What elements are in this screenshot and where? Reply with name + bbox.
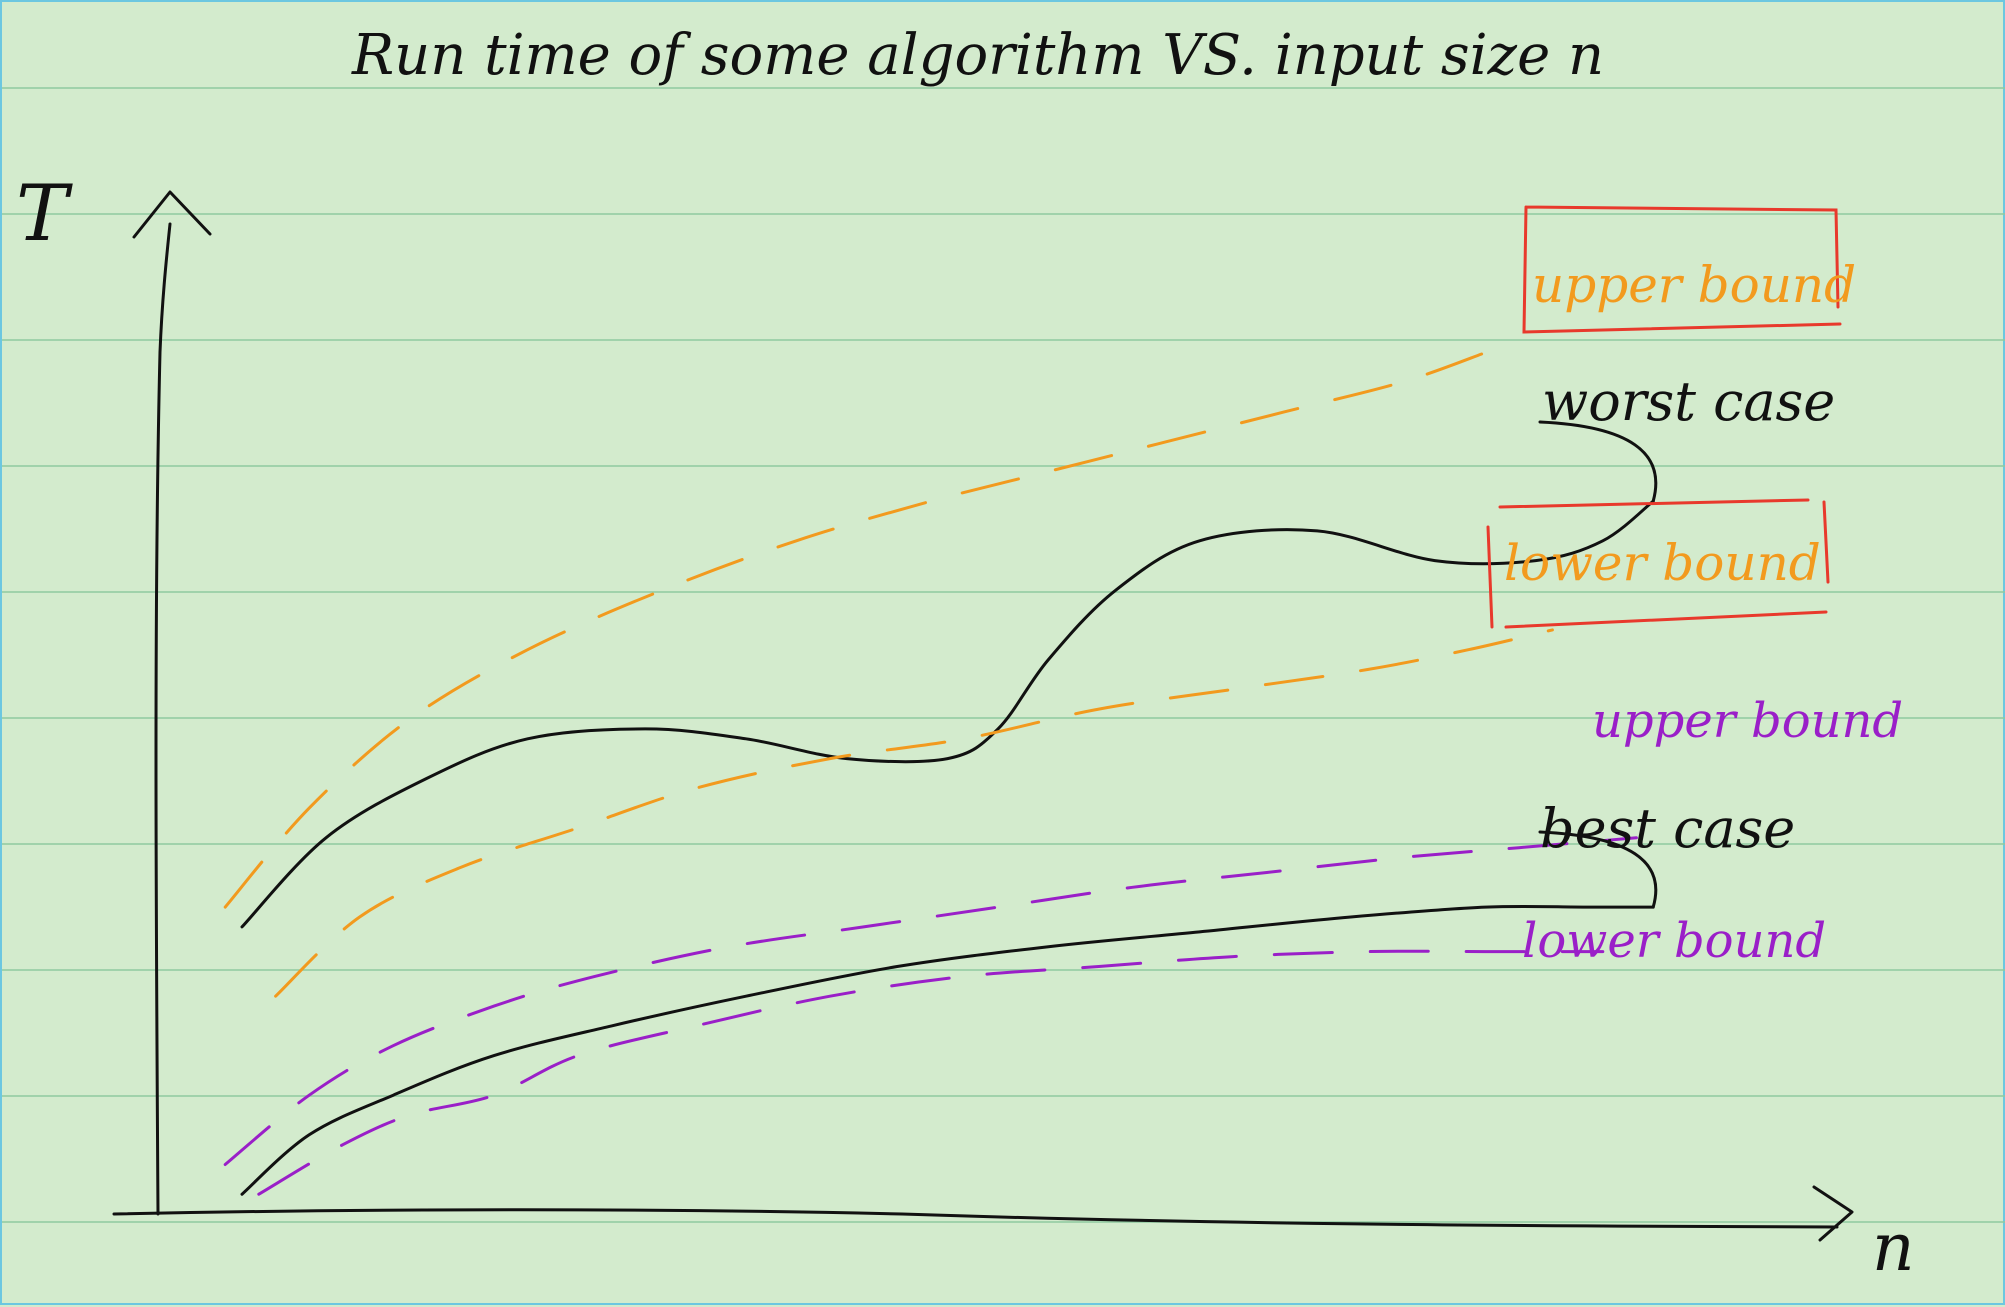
orange-upper-bound-label: upper bound	[1532, 256, 1856, 314]
best-case-label: best case	[1540, 797, 1795, 860]
series-line-upper-bound-worst	[223, 351, 1487, 909]
axes	[112, 190, 1854, 1242]
y-axis	[154, 222, 172, 1216]
x-axis	[112, 1208, 1839, 1229]
orange-lower-label-box	[1486, 498, 1830, 629]
series-line-best-case-best	[240, 904, 1655, 1196]
ruled-lines	[2, 87, 2005, 1223]
chart-title: Run time of some algorithm VS. input siz…	[351, 23, 1604, 88]
series-line-upper-bound-best	[223, 836, 1638, 1166]
text-layer: Run time of some algorithm VS. input siz…	[16, 23, 1915, 1286]
purple-upper-bound-label: upper bound	[1592, 693, 1903, 749]
y-axis-arrowhead	[132, 190, 212, 239]
series-line-worst-case-worst	[240, 499, 1655, 929]
series-line-lower-bound-worst	[274, 628, 1554, 998]
orange-lower-bound-label: lower bound	[1504, 534, 1821, 592]
worst-case-label: worst case	[1542, 370, 1835, 433]
x-axis-arrowhead	[1812, 1185, 1854, 1242]
series-layer	[223, 351, 1658, 1196]
worst-case-leader-line	[1538, 420, 1658, 503]
purple-lower-bound-label: lower bound	[1522, 913, 1826, 969]
label-boxes	[1486, 205, 1842, 629]
y-axis-label: T	[16, 169, 73, 259]
x-axis-label: n	[1872, 1209, 1915, 1286]
series-line-lower-bound-best	[257, 949, 1605, 1196]
orange-upper-label-box	[1522, 205, 1842, 334]
best-case-leader-line	[1538, 830, 1658, 909]
